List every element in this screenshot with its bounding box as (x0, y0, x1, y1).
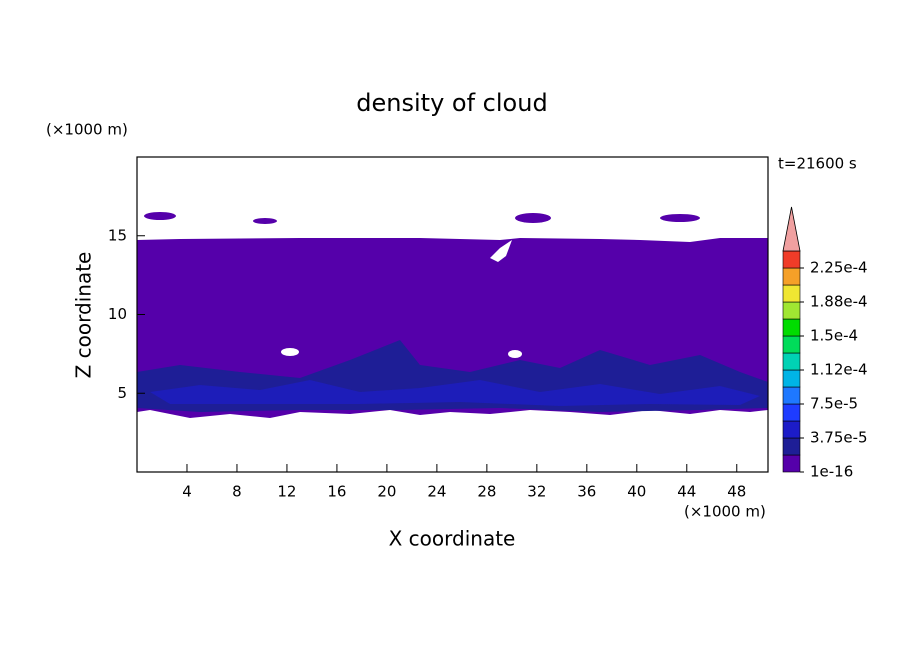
colorbar-tick-label: 3.75e-5 (810, 429, 868, 447)
x-tick-label: 32 (527, 483, 546, 501)
x-tick-label: 12 (277, 483, 296, 501)
x-tick-label: 24 (427, 483, 446, 501)
cloud-field (137, 212, 768, 418)
colorbar-tick-label: 1.12e-4 (810, 361, 868, 379)
colorbar-band (782, 420, 801, 439)
time-label: t=21600 s (778, 155, 857, 173)
colorbar-tick-label: 7.5e-5 (810, 395, 858, 413)
colorbar-tick-label: 1.5e-4 (810, 327, 858, 345)
y-tick-label: 5 (117, 384, 127, 402)
colorbar-tick-label: 2.25e-4 (810, 259, 868, 277)
colorbar-band (782, 437, 801, 456)
x-tick-label: 36 (577, 483, 596, 501)
colorbar-band (782, 267, 801, 286)
colorbar-tick-label: 1.88e-4 (810, 293, 868, 311)
x-tick-label: 40 (627, 483, 646, 501)
colorbar-band (782, 386, 801, 405)
colorbar-band (782, 352, 801, 371)
colorbar-tick-label: 1e-16 (810, 463, 853, 481)
x-tick-label: 8 (232, 483, 242, 501)
colorbar-band (782, 250, 801, 269)
x-unit: (×1000 m) (684, 503, 766, 521)
y-tick-label: 10 (108, 305, 127, 323)
x-tick-label: 28 (477, 483, 496, 501)
colorbar-band (782, 284, 801, 303)
y-unit: (×1000 m) (46, 121, 128, 139)
chart-title: density of cloud (356, 89, 547, 117)
colorbar-band (782, 301, 801, 320)
colorbar-band (782, 335, 801, 354)
colorbar-extension (782, 206, 801, 252)
x-tick-label: 4 (182, 483, 192, 501)
x-tick-label: 20 (377, 483, 396, 501)
colorbar-band (782, 454, 801, 473)
x-tick-label: 16 (327, 483, 346, 501)
y-axis-label: Z coordinate (72, 252, 96, 379)
colorbar-band (782, 369, 801, 388)
x-tick-label: 44 (677, 483, 696, 501)
colorbar-band (782, 403, 801, 422)
colorbar-band (782, 318, 801, 337)
x-tick-label: 48 (727, 483, 746, 501)
x-axis-label: X coordinate (389, 527, 516, 551)
y-tick-label: 15 (108, 226, 127, 244)
